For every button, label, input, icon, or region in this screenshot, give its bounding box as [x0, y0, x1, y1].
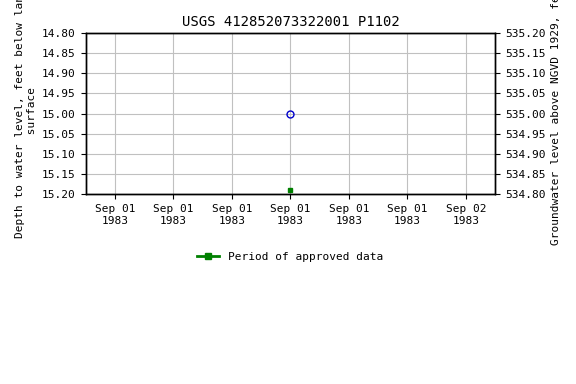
Legend: Period of approved data: Period of approved data: [193, 247, 388, 266]
Title: USGS 412852073322001 P1102: USGS 412852073322001 P1102: [181, 15, 399, 29]
Y-axis label: Depth to water level, feet below land
 surface: Depth to water level, feet below land su…: [15, 0, 37, 238]
Y-axis label: Groundwater level above NGVD 1929, feet: Groundwater level above NGVD 1929, feet: [551, 0, 561, 245]
